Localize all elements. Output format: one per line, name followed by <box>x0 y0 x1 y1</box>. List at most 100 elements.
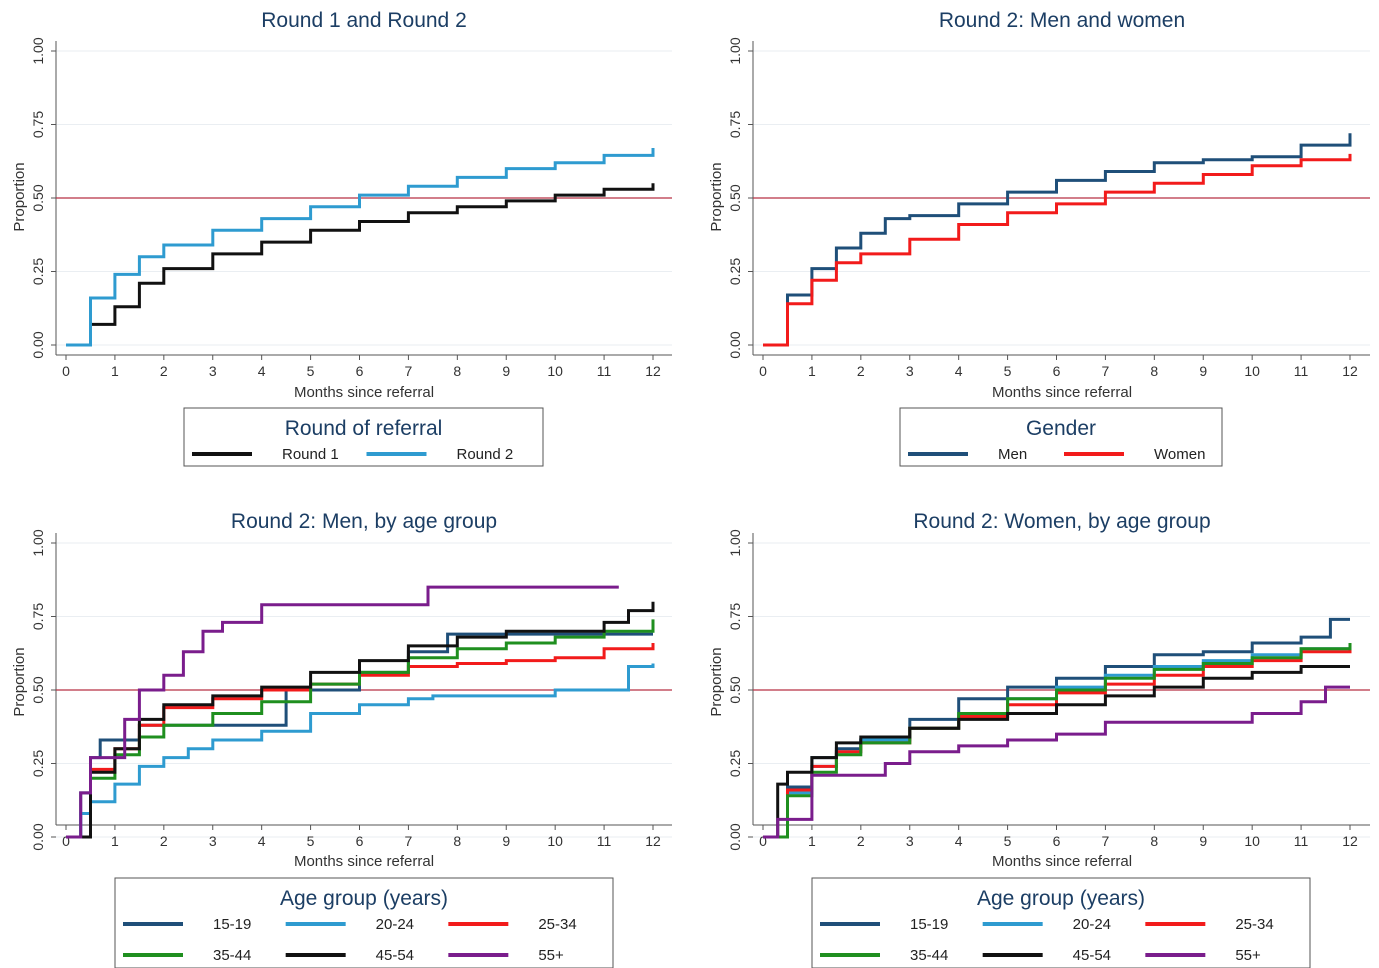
x-tick-label: 3 <box>209 363 217 379</box>
legend-title: Age group (years) <box>280 887 448 910</box>
chart-panel-round1-round2: Round 1 and Round 2 0.00 0.25 0.50 0.75 1.00… <box>11 9 672 467</box>
x-tick-label: 7 <box>1102 833 1110 849</box>
series-line-Round 1 <box>66 183 655 347</box>
x-tick-label: 8 <box>1150 833 1158 849</box>
x-tick-label: 8 <box>453 833 461 849</box>
legend-label: 55+ <box>538 947 564 964</box>
legend-label: 20-24 <box>1073 916 1111 933</box>
x-tick-label: 10 <box>547 833 563 849</box>
legend-label: Women <box>1154 446 1205 463</box>
x-tick-label: 6 <box>1053 833 1061 849</box>
x-tick-label: 0 <box>62 363 70 379</box>
x-tick-label: 5 <box>1004 363 1012 379</box>
x-tick-label: 12 <box>1342 833 1358 849</box>
series-line-55+ <box>66 585 619 839</box>
legend-label: Men <box>998 446 1027 463</box>
x-tick-label: 4 <box>955 363 963 379</box>
series-line-55+ <box>763 685 1350 839</box>
x-tick-label: 1 <box>111 833 119 849</box>
x-tick-label: 5 <box>307 363 315 379</box>
x-tick-label: 2 <box>857 363 865 379</box>
x-axis-label: Months since referral <box>992 384 1132 401</box>
x-tick-label: 5 <box>1004 833 1012 849</box>
legend-label: 20-24 <box>376 916 414 933</box>
y-axis-label: Proportion <box>11 162 28 231</box>
legend-title: Age group (years) <box>977 887 1145 910</box>
x-tick-label: 12 <box>1342 363 1358 379</box>
y-axis-label: Proportion <box>708 647 725 716</box>
series-line-20-24 <box>66 663 655 839</box>
chart-panel-women-age: Round 2: Women, by age group 0.00 0.25 0.5… <box>708 510 1370 968</box>
chart-title: Round 2: Women, by age group <box>913 510 1210 533</box>
y-axis-label: Proportion <box>708 162 725 231</box>
legend-box <box>114 877 614 968</box>
x-tick-label: 4 <box>955 833 963 849</box>
x-tick-label: 2 <box>857 833 865 849</box>
x-axis-label: Months since referral <box>294 853 434 870</box>
y-tick-label: 1.00 <box>30 37 46 64</box>
legend-title: Round of referral <box>285 417 443 440</box>
legend-label: 15-19 <box>910 916 948 933</box>
x-tick-label: 1 <box>808 363 816 379</box>
x-tick-label: 0 <box>62 833 70 849</box>
x-tick-label: 7 <box>1102 363 1110 379</box>
x-tick-label: 3 <box>906 833 914 849</box>
legend-box <box>899 407 1223 467</box>
y-tick-label: 0.25 <box>30 258 46 285</box>
x-tick-label: 11 <box>597 833 612 849</box>
y-tick-label: 0.00 <box>727 331 743 358</box>
x-tick-label: 6 <box>1053 363 1061 379</box>
legend-title: Gender <box>1026 417 1096 440</box>
chart-title: Round 1 and Round 2 <box>261 9 467 32</box>
y-tick-label: 0.25 <box>727 258 743 285</box>
x-tick-label: 4 <box>258 363 266 379</box>
y-tick-label: 1.00 <box>30 529 46 556</box>
legend-label: Round 1 <box>282 446 339 463</box>
x-tick-label: 9 <box>1199 363 1207 379</box>
x-tick-label: 2 <box>160 833 168 849</box>
legend-label: 45-54 <box>1073 947 1111 964</box>
legend-label: 25-34 <box>538 916 576 933</box>
y-tick-label: 0.50 <box>30 184 46 211</box>
x-tick-label: 10 <box>547 363 563 379</box>
series-line-35-44 <box>763 643 1352 839</box>
chart-title: Round 2: Men and women <box>939 9 1185 32</box>
x-axis-label: Months since referral <box>294 384 434 401</box>
legend-label: 55+ <box>1235 947 1261 964</box>
y-tick-label: 0.50 <box>30 676 46 703</box>
x-tick-label: 6 <box>356 363 364 379</box>
legend-label: 25-34 <box>1235 916 1273 933</box>
y-tick-label: 0.50 <box>727 184 743 211</box>
x-tick-label: 1 <box>808 833 816 849</box>
x-tick-label: 4 <box>258 833 266 849</box>
y-tick-label: 0.75 <box>30 603 46 630</box>
y-tick-label: 0.75 <box>30 111 46 138</box>
y-tick-label: 0.50 <box>727 676 743 703</box>
x-tick-label: 10 <box>1244 363 1260 379</box>
y-tick-label: 0.25 <box>30 750 46 777</box>
x-tick-label: 10 <box>1244 833 1260 849</box>
x-tick-label: 12 <box>645 363 661 379</box>
series-line-Women <box>763 153 1352 347</box>
series-line-45-54 <box>763 665 1350 839</box>
chart-panel-men-women: Round 2: Men and women 0.00 0.25 0.50 0.75 1… <box>708 9 1370 467</box>
legend-label: 35-44 <box>910 947 948 964</box>
x-tick-label: 2 <box>160 363 168 379</box>
x-tick-label: 5 <box>307 833 315 849</box>
x-tick-label: 11 <box>1294 363 1309 379</box>
x-tick-label: 7 <box>405 833 413 849</box>
legend-label: 15-19 <box>213 916 251 933</box>
y-tick-label: 1.00 <box>727 37 743 64</box>
x-tick-label: 9 <box>502 833 510 849</box>
x-tick-label: 0 <box>759 363 767 379</box>
y-tick-label: 0.00 <box>30 823 46 850</box>
series-line-Round 2 <box>66 148 655 347</box>
y-tick-label: 0.00 <box>727 823 743 850</box>
chart-title: Round 2: Men, by age group <box>231 510 497 533</box>
x-tick-label: 3 <box>209 833 217 849</box>
legend-label: 35-44 <box>213 947 251 964</box>
x-tick-label: 1 <box>111 363 119 379</box>
legend-label: Round 2 <box>457 446 514 463</box>
x-tick-label: 9 <box>502 363 510 379</box>
